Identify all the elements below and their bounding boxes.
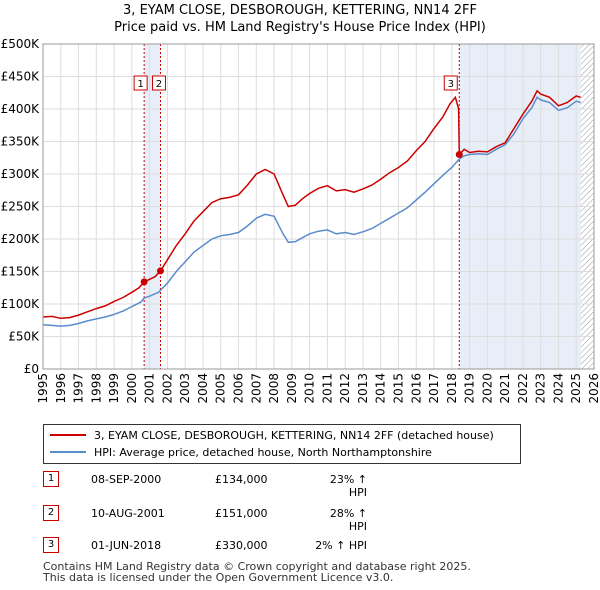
y-tick-label: £250K — [1, 200, 41, 214]
x-tick-label: 2019 — [463, 373, 477, 404]
chart-subtitle: Price paid vs. HM Land Registry's House … — [114, 20, 486, 35]
transaction-hpi: 2% ↑ HPI — [315, 539, 367, 552]
legend-item-property: 3, EYAM CLOSE, DESBOROUGH, KETTERING, NN… — [50, 427, 494, 443]
legend-label-property: 3, EYAM CLOSE, DESBOROUGH, KETTERING, NN… — [94, 428, 494, 442]
x-tick-label: 2005 — [214, 373, 228, 404]
legend-item-hpi: HPI: Average price, detached house, Nort… — [50, 444, 432, 460]
y-tick-label: £300K — [1, 167, 41, 181]
y-tick-label: £350K — [1, 135, 41, 149]
chart-title: 3, EYAM CLOSE, DESBOROUGH, KETTERING, NN… — [123, 3, 477, 18]
x-tick-label: 2025 — [569, 373, 583, 404]
x-tick-label: 2016 — [409, 373, 423, 404]
sale-label: 2 — [156, 79, 162, 90]
x-tick-label: 2017 — [427, 373, 441, 404]
transaction-number: 2 — [43, 505, 59, 521]
x-tick-label: 1999 — [107, 373, 121, 404]
sale-label-box — [443, 75, 458, 91]
x-tick-label: 2009 — [285, 373, 299, 404]
x-tick-label: 2001 — [143, 373, 157, 404]
plot-border — [42, 43, 595, 370]
x-tick-label: 2015 — [391, 373, 405, 404]
transaction-row: 3 01-JUN-2018 £330,000 2% ↑ HPI — [43, 536, 463, 556]
x-tick-label: 2004 — [196, 373, 210, 404]
x-tick-label: 1995 — [36, 373, 50, 404]
legend-swatch-hpi — [50, 451, 86, 453]
y-tick-label: £400K — [1, 102, 41, 116]
transaction-row: 2 10-AUG-2001 £151,000 28% ↑ HPI — [43, 504, 463, 533]
x-tick-label: 2011 — [320, 373, 334, 404]
chart-legend: 3, EYAM CLOSE, DESBOROUGH, KETTERING, NN… — [43, 424, 521, 464]
x-tick-label: 1998 — [89, 373, 103, 404]
x-tick-label: 2026 — [587, 373, 600, 404]
x-tick-label: 2000 — [125, 373, 139, 404]
transaction-row: 1 08-SEP-2000 £134,000 23% ↑ HPI — [43, 470, 463, 499]
sale-point — [455, 151, 463, 158]
hpi-series-line — [42, 96, 581, 327]
x-tick-label: 2023 — [534, 373, 548, 404]
transaction-hpi: 28% ↑ HPI — [329, 507, 367, 533]
sale-point — [156, 267, 164, 275]
x-tick-label: 1997 — [72, 373, 86, 404]
property-series-line — [42, 89, 581, 320]
footer: Contains HM Land Registry data © Crown c… — [43, 561, 471, 583]
y-tick-label: £150K — [1, 265, 41, 279]
transaction-price: £134,000 — [215, 473, 268, 486]
sale-label: 1 — [137, 79, 143, 90]
x-tick-label: 2013 — [356, 373, 370, 404]
y-tick-label: £100K — [1, 297, 41, 311]
x-tick-label: 2024 — [551, 373, 565, 404]
transaction-hpi: 23% ↑ HPI — [329, 473, 367, 499]
x-tick-label: 2003 — [178, 373, 192, 404]
x-tick-label: 2021 — [498, 373, 512, 404]
transaction-number: 1 — [43, 471, 59, 487]
footer-copyright: Contains HM Land Registry data © Crown c… — [43, 560, 471, 573]
x-tick-label: 2007 — [249, 373, 263, 404]
x-tick-label: 2018 — [445, 373, 459, 404]
sale-label-box — [133, 75, 148, 91]
x-tick-label: 2010 — [303, 373, 317, 404]
x-tick-label: 2020 — [480, 373, 494, 404]
x-tick-label: 1996 — [54, 373, 68, 404]
x-tick-label: 2008 — [267, 373, 281, 404]
x-tick-label: 2002 — [160, 373, 174, 404]
footer-licence: This data is licensed under the Open Gov… — [43, 571, 394, 584]
x-tick-label: 2014 — [374, 373, 388, 404]
price-chart: 1 2 3 £0 £50K £100K £150K £200K £250K £300K £350K £… — [1, 37, 600, 404]
y-tick-label: £0 — [24, 362, 39, 376]
legend-swatch-property — [50, 434, 86, 436]
x-tick-label: 2022 — [516, 373, 530, 404]
transaction-price: £330,000 — [215, 539, 268, 552]
y-tick-label: £200K — [1, 232, 41, 246]
transaction-date: 01-JUN-2018 — [91, 539, 162, 552]
y-tick-label: £500K — [1, 37, 41, 51]
sale-label-box — [151, 75, 166, 91]
y-tick-label: £50K — [8, 330, 40, 344]
transaction-date: 08-SEP-2000 — [91, 473, 162, 486]
y-tick-label: £450K — [1, 70, 41, 84]
x-tick-label: 2012 — [338, 373, 352, 404]
sale-point — [140, 278, 148, 286]
transaction-number: 3 — [43, 537, 59, 553]
transaction-date: 10-AUG-2001 — [91, 507, 165, 520]
x-tick-label: 2006 — [232, 373, 246, 404]
sale-label: 3 — [448, 79, 454, 90]
legend-label-hpi: HPI: Average price, detached house, Nort… — [94, 445, 432, 459]
transaction-price: £151,000 — [215, 507, 268, 520]
